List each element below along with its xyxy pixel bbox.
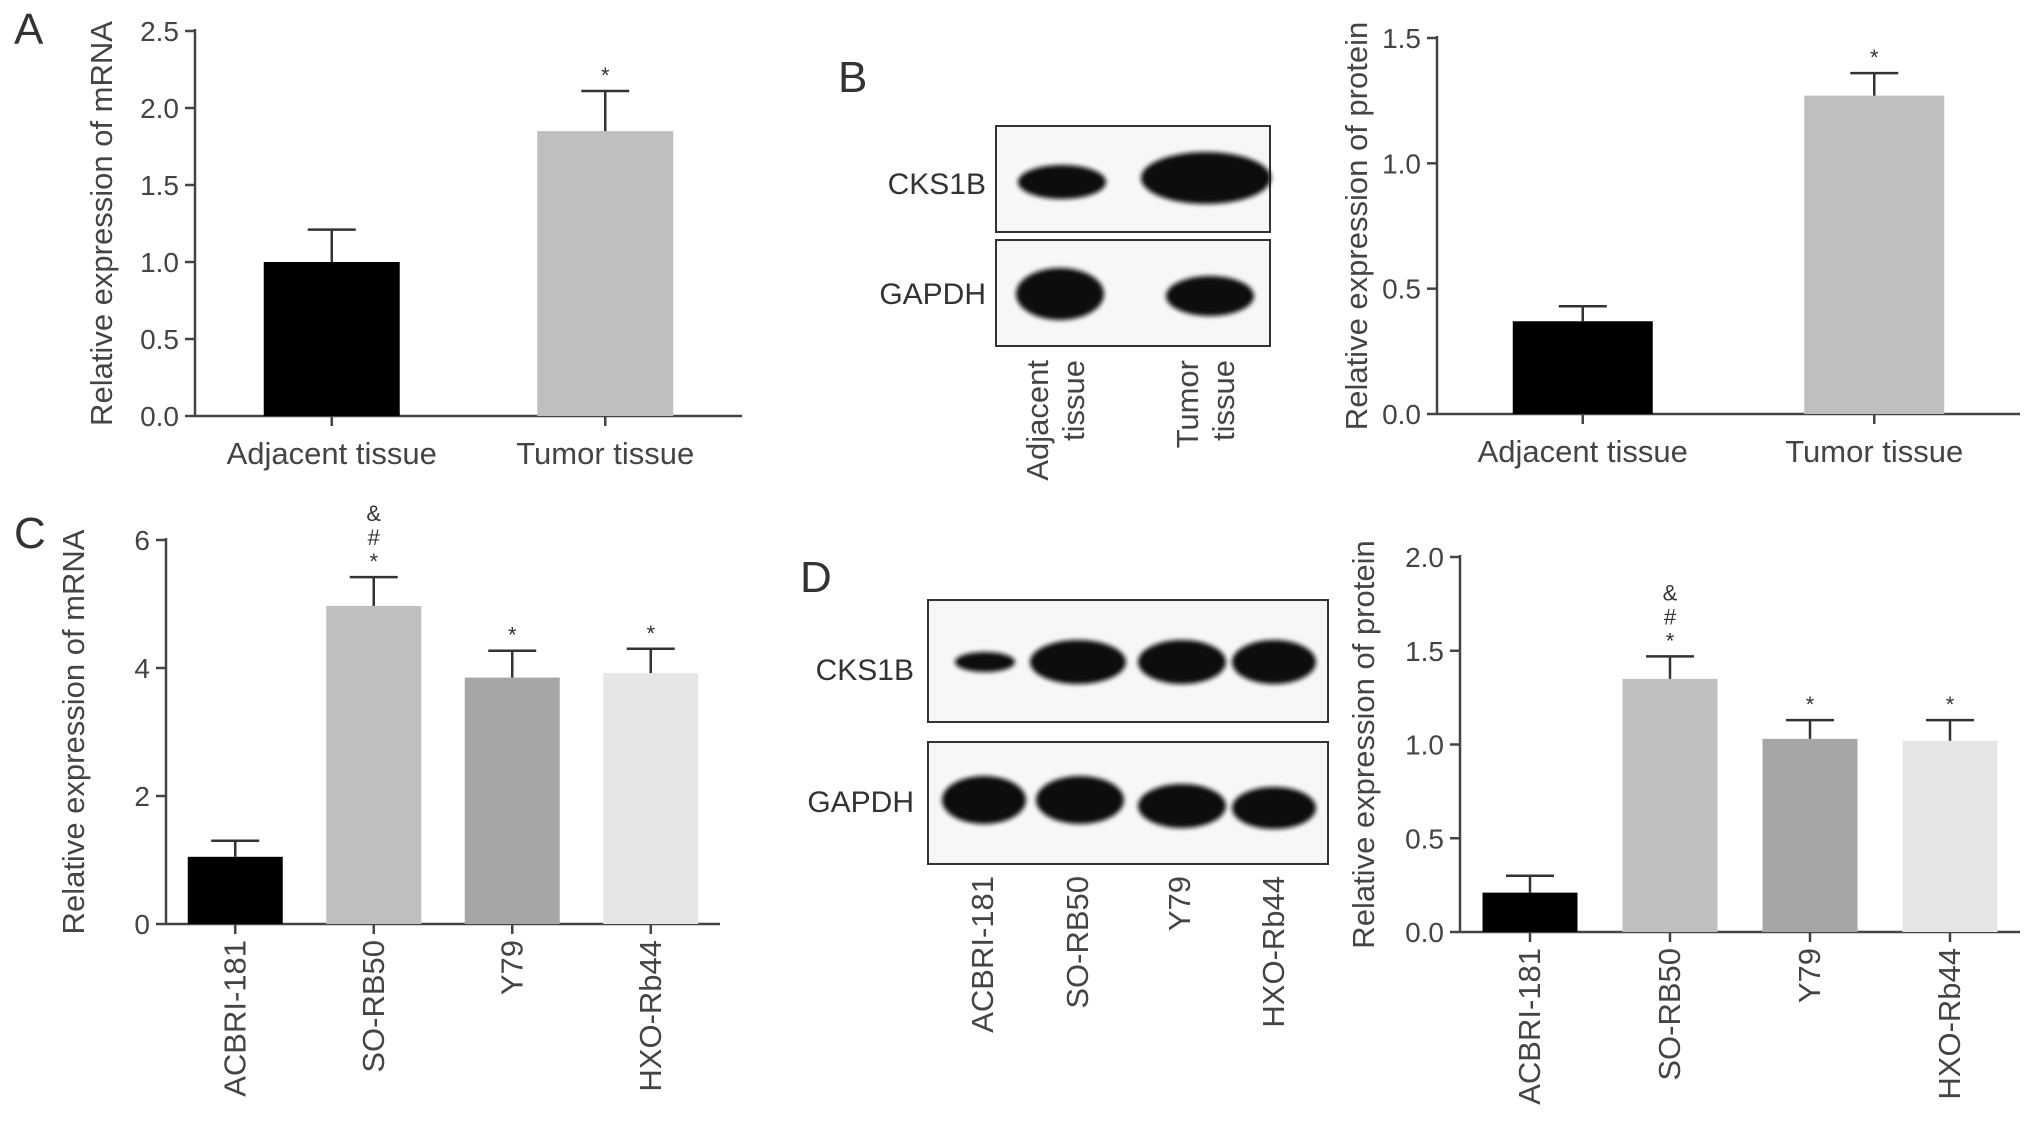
chart-c-x-tick-label: SO-RB50 bbox=[356, 940, 391, 1073]
panel-label-a: A bbox=[14, 5, 44, 54]
blot-b-lane-label-tumor-line2: tissue bbox=[1206, 360, 1241, 441]
chart-c-x-tick-label: ACBRI-181 bbox=[217, 940, 252, 1097]
chart-d-significance-mark: # bbox=[1664, 604, 1677, 629]
blot-d-lane-label-y79: Y79 bbox=[1162, 876, 1197, 931]
chart-c-y-tick-label: 2 bbox=[134, 781, 150, 812]
chart-b-bar bbox=[1804, 95, 1945, 415]
chart-c-bar bbox=[326, 605, 422, 924]
blot-d-cks1b-band-acbri bbox=[955, 652, 1015, 672]
chart-a-y-tick-label: 0.0 bbox=[140, 401, 179, 432]
blot-b-cks1b-band-adjacent bbox=[1018, 165, 1106, 199]
chart-b-y-axis-label: Relative expression of protein bbox=[1339, 22, 1374, 430]
chart-b-y-tick-label: 1.5 bbox=[1382, 23, 1421, 54]
chart-d-y-tick-label: 1.0 bbox=[1405, 730, 1444, 761]
blot-b-gapdh-band-adjacent bbox=[1016, 268, 1104, 320]
chart-a-y-axis-label: Relative expression of mRNA bbox=[84, 21, 119, 426]
chart-b-x-tick-label: Tumor tissue bbox=[1785, 434, 1963, 469]
panel-label-b: B bbox=[838, 53, 867, 102]
blot-d-gapdh-band-acbri bbox=[942, 776, 1026, 824]
chart-c-significance-mark: * bbox=[369, 549, 378, 574]
chart-c-x-tick-label: Y79 bbox=[494, 940, 529, 995]
blot-d-lane-label-hxo: HXO-Rb44 bbox=[1256, 876, 1291, 1028]
chart-d-y-tick-label: 0.0 bbox=[1405, 917, 1444, 948]
chart-d-significance-mark: * bbox=[1666, 628, 1675, 653]
chart-d-y-axis-label: Relative expression of protein bbox=[1346, 540, 1381, 948]
chart-d-x-tick-label: ACBRI-181 bbox=[1512, 948, 1547, 1105]
chart-c-y-tick-label: 0 bbox=[134, 909, 150, 940]
chart-a-x-tick-label: Tumor tissue bbox=[516, 436, 694, 471]
chart-c-significance-mark: & bbox=[366, 501, 381, 526]
blot-d-gapdh-band-sorb50 bbox=[1036, 776, 1124, 824]
chart-c-x-tick-label: HXO-Rb44 bbox=[633, 940, 668, 1092]
chart-d-significance-mark: & bbox=[1663, 580, 1678, 605]
chart-d-x-tick-label: HXO-Rb44 bbox=[1932, 948, 1967, 1100]
chart-d-significance-mark: * bbox=[1806, 692, 1815, 717]
chart-a-bar bbox=[537, 131, 674, 416]
western-blot-d: CKS1B GAPDH ACBRI-181 SO-RB50 Y79 HXO-Rb… bbox=[807, 599, 1329, 1033]
chart-b-y-tick-label: 1.0 bbox=[1382, 148, 1421, 179]
chart-a: 0.0 0.5 1.0 1.5 2.0 2.5 Relative expression of… bbox=[84, 16, 742, 471]
blot-d-lane-label-acbri: ACBRI-181 bbox=[965, 876, 1000, 1033]
chart-a-y-tick-label: 1.0 bbox=[140, 247, 179, 278]
chart-a-bar bbox=[263, 262, 400, 416]
western-blot-b: CKS1B GAPDH Adjacent tissue Tumor tissue bbox=[879, 125, 1271, 481]
blot-b-lane-label-tumor-line1: Tumor bbox=[1170, 360, 1205, 448]
chart-c-bar bbox=[464, 677, 560, 924]
chart-c-y-tick-label: 4 bbox=[134, 653, 150, 684]
blot-d-lane-label-sorb50: SO-RB50 bbox=[1060, 876, 1095, 1009]
chart-c-y-tick-label: 6 bbox=[134, 525, 150, 556]
blot-d-row-label-gapdh: GAPDH bbox=[807, 786, 914, 819]
chart-c-bar bbox=[187, 856, 283, 924]
blot-b-row-label-cks1b: CKS1B bbox=[888, 168, 986, 201]
chart-d-bar bbox=[1482, 892, 1578, 932]
chart-c: 0 2 4 6 Relative expression of mRNA ACBRI-181… bbox=[56, 501, 720, 1097]
chart-a-y-tick-label: 0.5 bbox=[140, 324, 179, 355]
chart-c-y-axis-label: Relative expression of mRNA bbox=[56, 529, 91, 934]
chart-d: 0.0 0.5 1.0 1.5 2.0 Relative expression of pr… bbox=[1346, 540, 2020, 1105]
chart-c-significance-mark: * bbox=[508, 623, 517, 648]
chart-a-y-tick-label: 2.5 bbox=[140, 16, 179, 47]
chart-b-significance-mark: * bbox=[1870, 45, 1879, 70]
blot-b-row-label-gapdh: GAPDH bbox=[879, 278, 986, 311]
chart-b-y-tick-label: 0.0 bbox=[1382, 399, 1421, 430]
blot-d-gapdh-band-y79 bbox=[1138, 784, 1226, 828]
chart-b-y-tick-label: 0.5 bbox=[1382, 274, 1421, 305]
chart-d-x-tick-label: SO-RB50 bbox=[1652, 948, 1687, 1081]
chart-d-y-tick-label: 0.5 bbox=[1405, 823, 1444, 854]
chart-d-bar bbox=[1762, 738, 1858, 932]
blot-d-cks1b-band-y79 bbox=[1138, 640, 1226, 684]
blot-b-gapdh-band-tumor bbox=[1166, 276, 1254, 316]
chart-d-y-tick-label: 2.0 bbox=[1405, 542, 1444, 573]
blot-b-lane-label-adjacent-line2: tissue bbox=[1056, 360, 1091, 441]
panel-label-c: C bbox=[14, 509, 46, 558]
chart-b-x-tick-label: Adjacent tissue bbox=[1478, 434, 1688, 469]
chart-d-y-tick-label: 1.5 bbox=[1405, 636, 1444, 667]
chart-d-significance-mark: * bbox=[1946, 692, 1955, 717]
chart-d-x-tick-label: Y79 bbox=[1792, 948, 1827, 1003]
panel-label-d: D bbox=[800, 553, 832, 602]
chart-b: 0.0 0.5 1.0 1.5 Relative expression of prote… bbox=[1339, 22, 2020, 469]
chart-c-significance-mark: * bbox=[646, 621, 655, 646]
blot-d-gapdh-band-hxo bbox=[1232, 787, 1316, 829]
chart-c-significance-mark: # bbox=[368, 525, 381, 550]
chart-a-y-tick-label: 1.5 bbox=[140, 170, 179, 201]
chart-d-bar bbox=[1622, 678, 1718, 932]
chart-a-significance-mark: * bbox=[601, 63, 610, 88]
blot-d-row-label-cks1b: CKS1B bbox=[816, 654, 914, 687]
blot-b-cks1b-band-tumor bbox=[1141, 152, 1271, 204]
chart-d-bar bbox=[1902, 740, 1998, 932]
chart-b-bar bbox=[1512, 321, 1653, 414]
chart-a-y-tick-label: 2.0 bbox=[140, 93, 179, 124]
chart-c-bar bbox=[603, 673, 699, 924]
blot-d-cks1b-band-sorb50 bbox=[1030, 640, 1126, 684]
blot-b-lane-label-adjacent-line1: Adjacent bbox=[1020, 360, 1055, 481]
blot-d-cks1b-band-hxo bbox=[1232, 640, 1316, 684]
chart-a-x-tick-label: Adjacent tissue bbox=[227, 436, 437, 471]
